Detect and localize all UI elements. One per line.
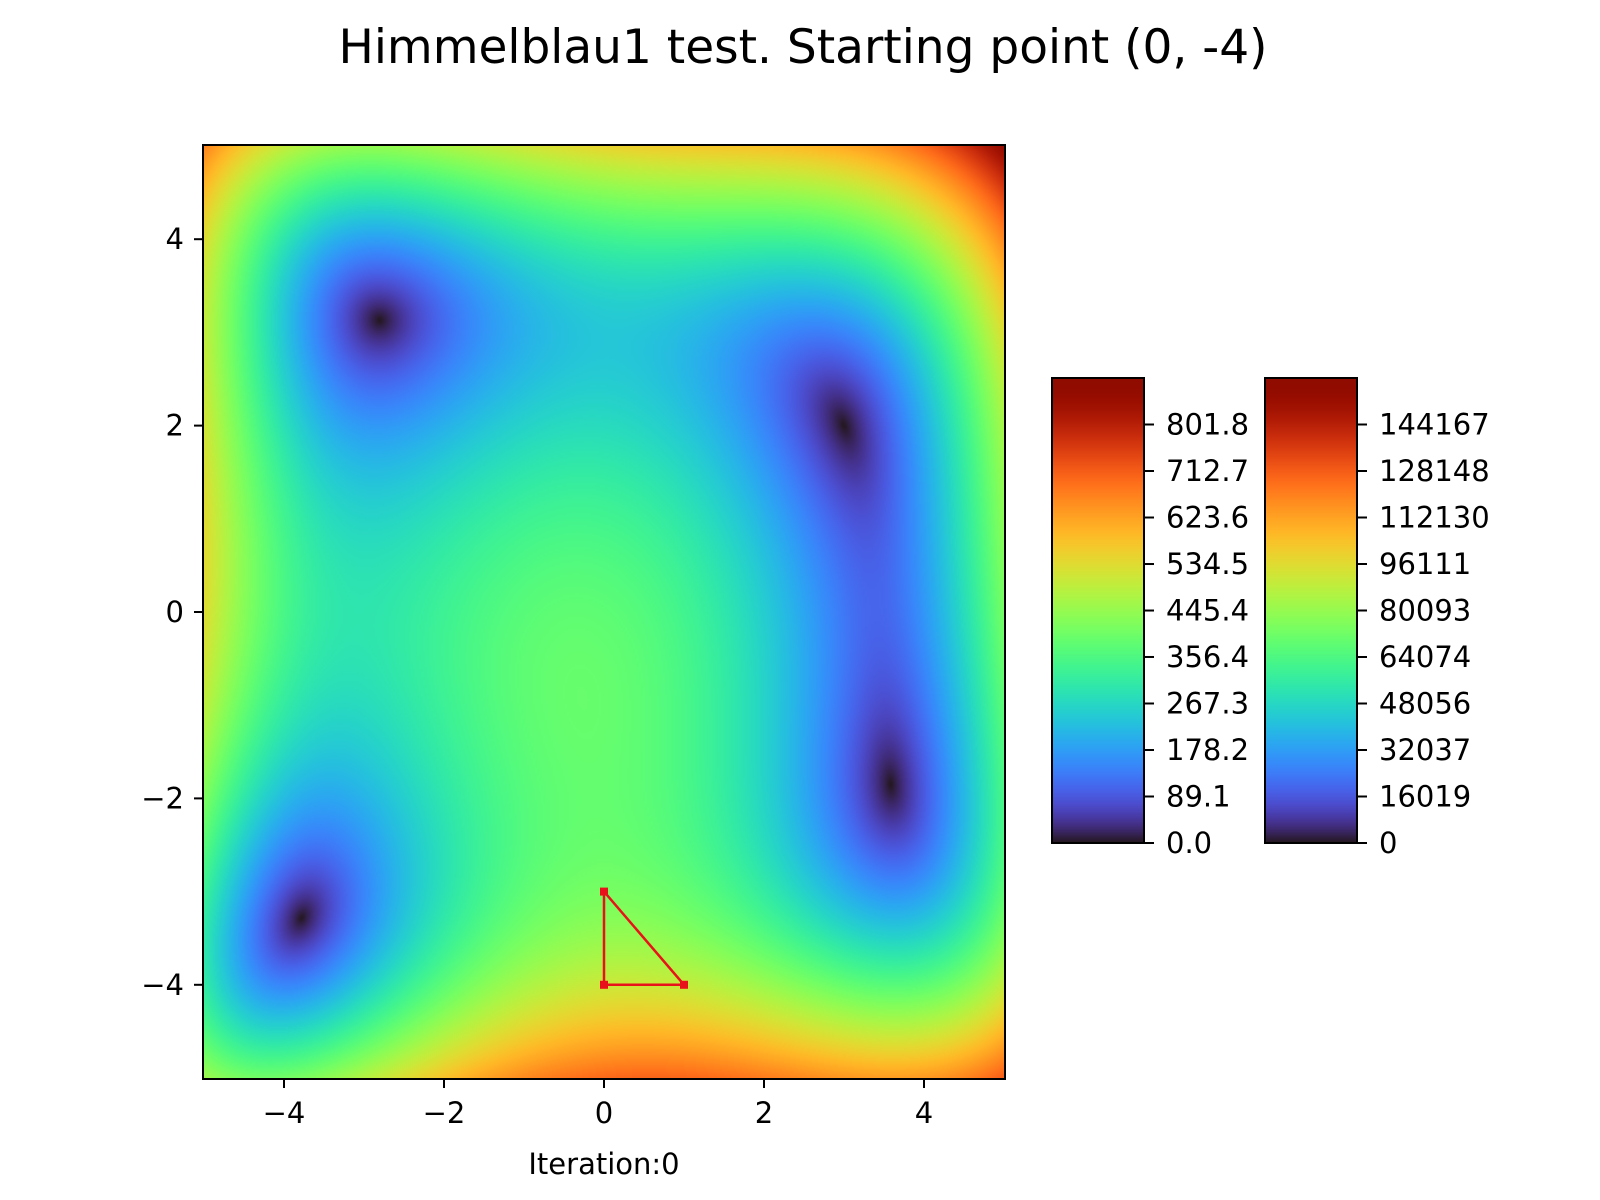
- colorbar-2-tick-label: 128148: [1379, 454, 1490, 488]
- colorbar-2-frame: [1264, 377, 1358, 844]
- colorbar-1-tick-label: 89.1: [1166, 779, 1231, 813]
- colorbar-1-tick-label: 534.5: [1166, 547, 1249, 581]
- colorbar-1-tick-label: 445.4: [1166, 594, 1249, 628]
- colorbar-2-tick-label: 96111: [1379, 547, 1471, 581]
- colorbar-1-tick-label: 267.3: [1166, 686, 1249, 720]
- simplex-edges: [602, 890, 687, 987]
- x-tick-label: 2: [755, 1096, 773, 1130]
- colorbar-2-tick-label: 80093: [1379, 594, 1471, 628]
- colorbar-1-tick-label: 178.2: [1166, 733, 1249, 767]
- y-tick-label: 4: [166, 222, 184, 256]
- x-tick-label: 0: [595, 1096, 613, 1130]
- y-tick-label: 2: [166, 409, 184, 443]
- x-axis-ticks: −4 −2 0 2 4: [263, 1079, 933, 1130]
- colorbar-1-frame: [1051, 377, 1145, 844]
- chart-title: Himmelblau1 test. Starting point (0, -4): [339, 20, 1268, 75]
- colorbar-2-tick-label: 16019: [1379, 779, 1471, 813]
- colorbar-2-tick-label: 0: [1379, 826, 1397, 860]
- colorbar-1-tick-label: 356.4: [1166, 640, 1249, 674]
- simplex-vertex: [600, 887, 608, 896]
- colorbar-1-tick-label: 712.7: [1166, 454, 1249, 488]
- colorbar-1-tick-label: 0.0: [1166, 826, 1212, 860]
- simplex-vertex: [600, 980, 608, 989]
- y-axis-ticks: 4 2 0 −2 −4: [141, 222, 203, 1002]
- colorbar-1-ticks: 0.0 89.1 178.2 267.3 356.4 445.4 534.5 623.6 712…: [1144, 408, 1249, 860]
- colorbar-2-tick-label: 144167: [1379, 408, 1490, 442]
- simplex-vertex: [680, 980, 688, 989]
- colorbar-2-tick-label: 48056: [1379, 686, 1471, 720]
- colorbar-2-tick-label: 32037: [1379, 733, 1471, 767]
- colorbar-2-gradient: [1265, 378, 1357, 843]
- y-tick-label: −4: [141, 968, 184, 1002]
- x-tick-label: −2: [423, 1096, 466, 1130]
- x-axis-label: Iteration:0: [528, 1147, 679, 1181]
- colorbar-2-tick-label: 112130: [1379, 501, 1490, 535]
- colorbar-2-ticks: 0 16019 32037 48056 64074 80093 96111 112130 128…: [1357, 408, 1490, 860]
- y-tick-label: 0: [166, 595, 184, 629]
- x-tick-label: 4: [915, 1096, 933, 1130]
- colorbar-1-tick-label: 801.8: [1166, 408, 1249, 442]
- x-tick-label: −4: [263, 1096, 306, 1130]
- y-tick-label: −2: [141, 781, 184, 815]
- simplex-triangle: [600, 887, 688, 989]
- colorbar-2-tick-label: 64074: [1379, 640, 1471, 674]
- colorbar-1-gradient: [1052, 378, 1144, 843]
- colorbar-1-tick-label: 623.6: [1166, 501, 1249, 535]
